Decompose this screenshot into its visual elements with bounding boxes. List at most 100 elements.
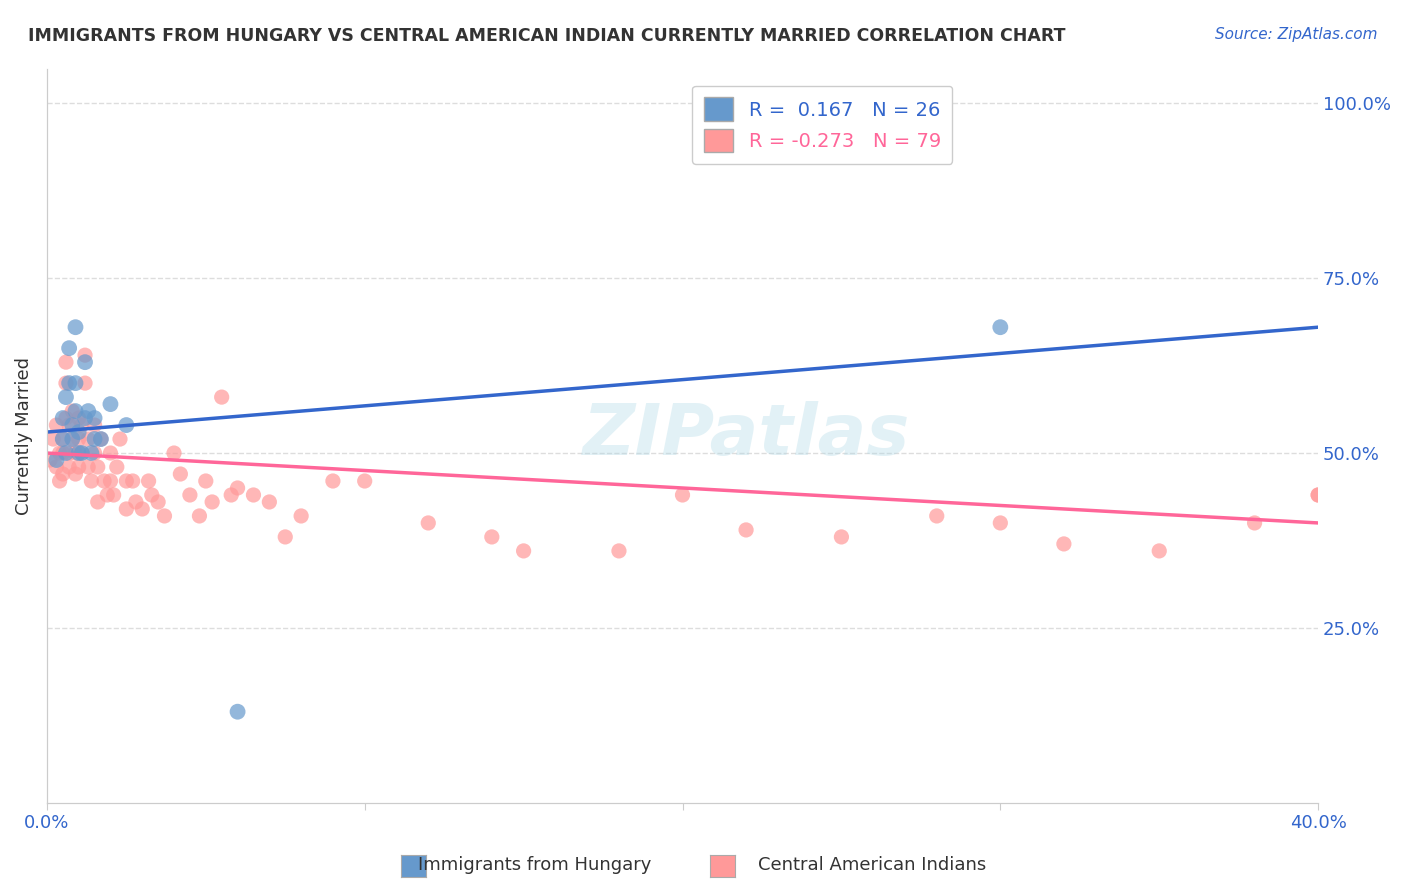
Point <box>201 495 224 509</box>
Point <box>55 390 77 404</box>
Point <box>55 446 77 460</box>
Point <box>169 467 191 481</box>
Point <box>188 508 211 523</box>
Point <box>73 348 96 362</box>
Y-axis label: Currently Married: Currently Married <box>15 357 32 515</box>
Point <box>77 460 100 475</box>
Point <box>67 432 90 446</box>
Point <box>42 432 65 446</box>
Point <box>418 516 440 530</box>
Point <box>131 502 153 516</box>
Point <box>65 446 87 460</box>
Point <box>108 432 131 446</box>
Point <box>60 432 83 446</box>
Point <box>1053 537 1076 551</box>
Point <box>45 418 67 433</box>
Point <box>735 523 758 537</box>
Point <box>141 488 163 502</box>
Point <box>322 474 344 488</box>
Point <box>48 474 70 488</box>
Point <box>55 376 77 391</box>
Text: ZIPatlas: ZIPatlas <box>582 401 910 470</box>
Point <box>100 446 122 460</box>
Point <box>55 411 77 425</box>
Point <box>607 544 630 558</box>
Point <box>65 404 87 418</box>
Point <box>58 418 80 433</box>
Point <box>65 320 87 334</box>
Point <box>67 446 90 460</box>
Point <box>242 488 264 502</box>
Point <box>70 418 93 433</box>
Point <box>353 474 375 488</box>
Point <box>83 411 105 425</box>
Point <box>153 508 176 523</box>
Point <box>80 446 103 460</box>
Point <box>93 474 115 488</box>
Point <box>115 502 138 516</box>
Point <box>90 432 112 446</box>
Point <box>1147 544 1170 558</box>
Point <box>67 425 90 439</box>
Point <box>80 474 103 488</box>
Point <box>274 530 297 544</box>
Point <box>194 474 217 488</box>
Point <box>290 508 312 523</box>
Point <box>52 411 75 425</box>
Point <box>83 446 105 460</box>
Point <box>830 530 852 544</box>
Point <box>65 376 87 391</box>
Point <box>100 474 122 488</box>
Point <box>87 495 110 509</box>
Point <box>100 397 122 411</box>
Point <box>925 508 948 523</box>
Point <box>67 460 90 475</box>
Point <box>52 432 75 446</box>
Point <box>83 418 105 433</box>
Point <box>60 418 83 433</box>
Point <box>55 355 77 369</box>
Point <box>87 460 110 475</box>
Point <box>988 320 1011 334</box>
Point <box>96 488 118 502</box>
Point <box>481 530 503 544</box>
Point <box>115 474 138 488</box>
Point <box>73 355 96 369</box>
Point <box>52 467 75 481</box>
Point <box>45 460 67 475</box>
Point <box>512 544 534 558</box>
Point <box>65 467 87 481</box>
Point <box>105 460 128 475</box>
Text: Source: ZipAtlas.com: Source: ZipAtlas.com <box>1215 27 1378 42</box>
Point <box>77 404 100 418</box>
Point <box>73 376 96 391</box>
Point <box>259 495 281 509</box>
Point <box>90 432 112 446</box>
Point <box>671 488 693 502</box>
Point <box>70 446 93 460</box>
Legend: R =  0.167   N = 26, R = -0.273   N = 79: R = 0.167 N = 26, R = -0.273 N = 79 <box>692 86 952 164</box>
Point <box>39 453 62 467</box>
Text: IMMIGRANTS FROM HUNGARY VS CENTRAL AMERICAN INDIAN CURRENTLY MARRIED CORRELATION: IMMIGRANTS FROM HUNGARY VS CENTRAL AMERI… <box>28 27 1066 45</box>
Point <box>77 432 100 446</box>
Point <box>1308 488 1330 502</box>
Point <box>988 516 1011 530</box>
Point <box>58 460 80 475</box>
Point <box>1308 488 1330 502</box>
Point <box>60 432 83 446</box>
Point <box>58 376 80 391</box>
Point <box>125 495 148 509</box>
Point <box>219 488 242 502</box>
Point <box>226 705 249 719</box>
Point <box>103 488 125 502</box>
Point <box>226 481 249 495</box>
Point <box>52 446 75 460</box>
Point <box>70 446 93 460</box>
Point <box>1243 516 1265 530</box>
Point <box>121 474 143 488</box>
Point <box>179 488 201 502</box>
Text: Immigrants from Hungary: Immigrants from Hungary <box>418 856 651 874</box>
Text: Central American Indians: Central American Indians <box>758 856 986 874</box>
Point <box>48 446 70 460</box>
Point <box>67 411 90 425</box>
